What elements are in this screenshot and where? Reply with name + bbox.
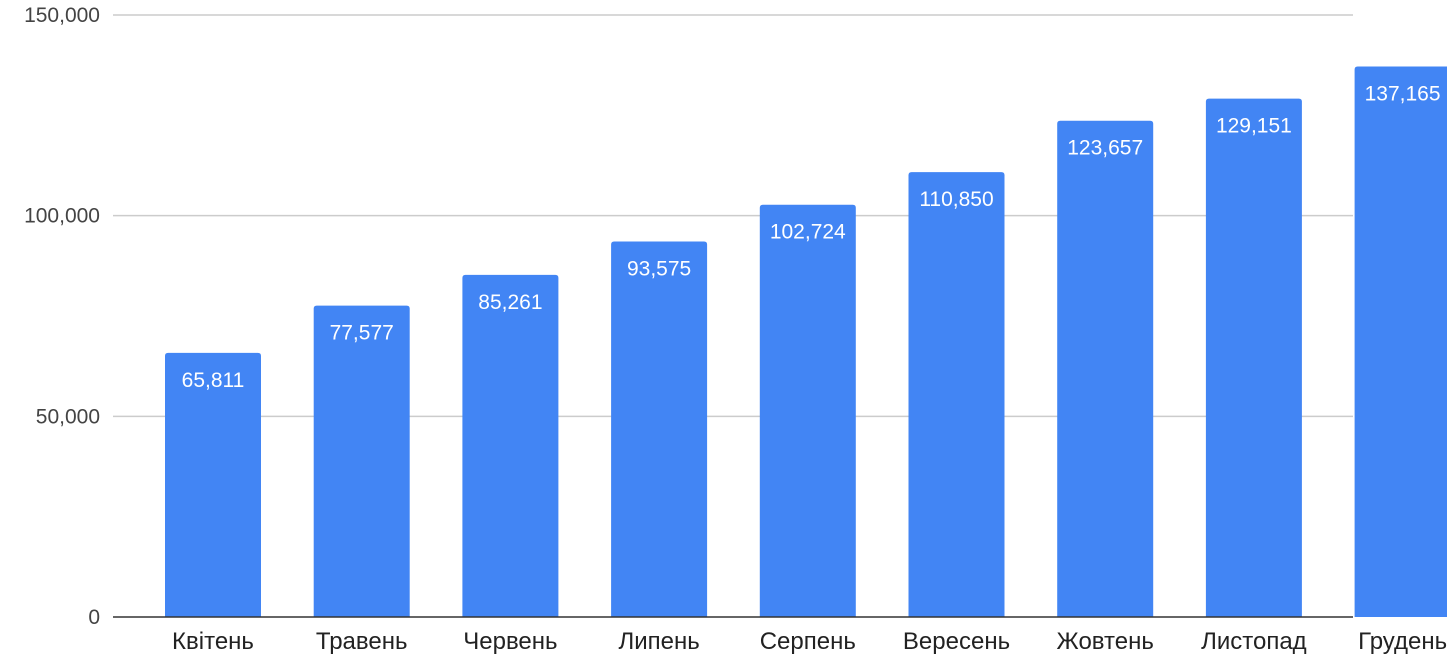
gridlines [113,14,1353,418]
bar [462,274,559,617]
x-tick-label: Жовтень [1057,628,1154,655]
bar-value-label: 77,577 [330,322,394,345]
x-tick-label: Грудень [1358,628,1447,655]
x-tick-label: Квітень [172,628,254,655]
x-tick-label: Листопад [1201,628,1307,655]
bar-value-label: 123,657 [1067,137,1143,160]
y-tick-label: 50,000 [36,405,100,428]
x-tick-label: Липень [618,628,699,655]
bar [611,241,708,617]
bars: 65,811 77,577 85,261 93,575 102,724 110,850 12… [165,66,1447,618]
x-tick-label: Серпень [760,628,856,655]
bar-value-label: 65,811 [182,369,245,392]
bar [1057,120,1154,618]
y-tick-label: 100,000 [24,205,100,228]
bar-value-label: 110,850 [919,188,993,211]
y-tick-label: 0 [88,606,100,629]
bar-value-label: 93,575 [627,257,691,280]
y-axis: 0 50,000 100,000 150,000 [24,4,100,629]
bar [908,172,1005,617]
bar [165,352,261,617]
bar-value-label: 137,165 [1365,83,1441,106]
bar-value-label: 85,261 [478,291,542,314]
x-tick-label: Вересень [903,628,1010,655]
bar-value-label: 129,151 [1216,115,1292,138]
bar [313,305,410,617]
x-tick-label: Травень [316,628,408,655]
bar [1354,66,1447,617]
bar-value-label: 102,724 [770,221,846,244]
x-tick-label: Червень [463,628,557,655]
bar [1205,98,1302,617]
x-axis: Квітень Травень Червень Липень Серпень Вересе… [113,616,1447,655]
bar [759,204,856,617]
y-tick-label: 150,000 [24,4,100,27]
